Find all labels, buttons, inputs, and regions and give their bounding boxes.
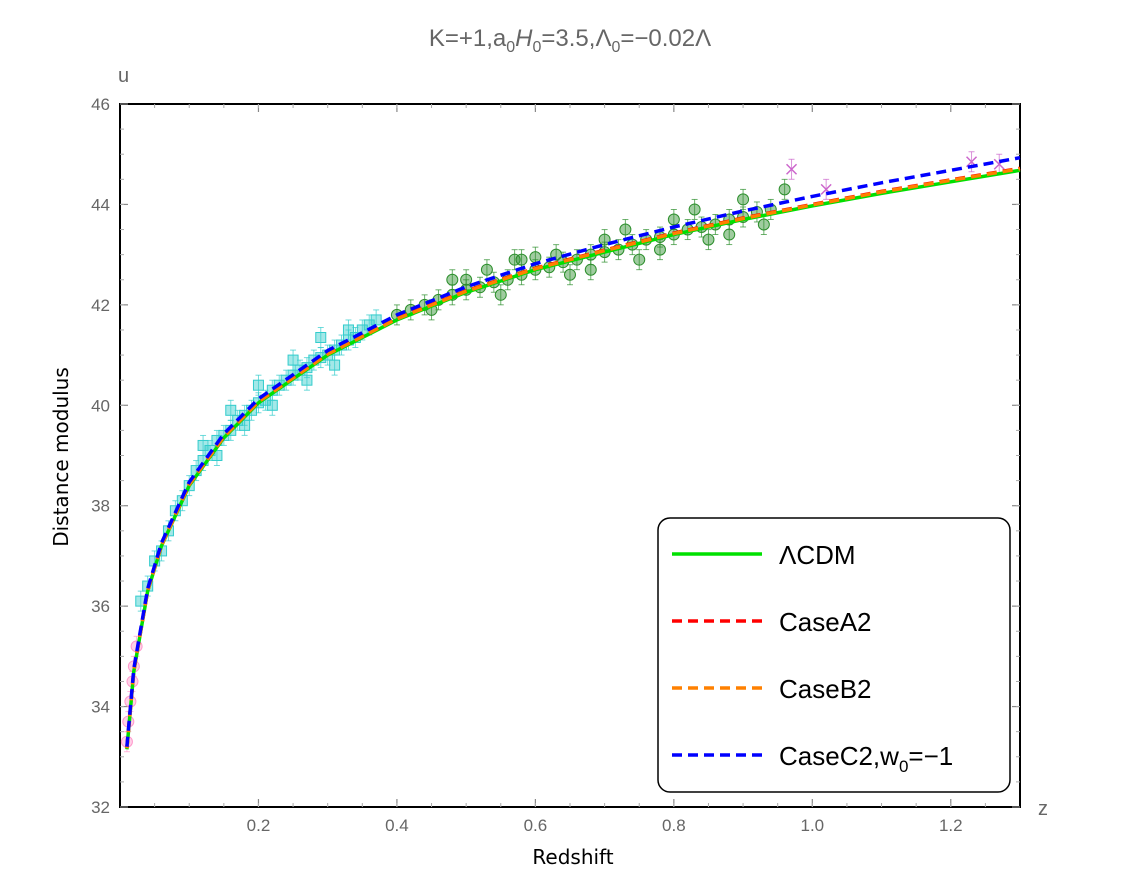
observation-set-sdss <box>135 309 382 612</box>
x-tick-label: 0.8 <box>662 816 686 835</box>
legend-label: CaseC2,w0=−1 <box>779 741 953 776</box>
legend-box <box>657 517 1011 793</box>
y-tick-label: 36 <box>91 597 110 616</box>
data-point <box>239 419 251 431</box>
data-point <box>225 404 237 416</box>
data-point <box>460 273 473 286</box>
data-point <box>786 163 798 175</box>
observation-set-snls <box>390 178 791 326</box>
x-tick-label: 0.6 <box>524 816 548 835</box>
legend-label: CaseB2 <box>779 674 872 704</box>
data-point <box>688 203 701 216</box>
x-tick-label: 0.2 <box>247 816 271 835</box>
data-point <box>508 253 521 266</box>
x-tick-label: 0.4 <box>385 816 409 835</box>
data-point <box>598 233 611 246</box>
model-curves <box>125 155 1021 750</box>
axis-ticks: 0.2 0.4 0.6 0.8 1.0 1.2 32 34 36 38 40 42 44 46 <box>91 95 1020 835</box>
x-tick-label: 1.0 <box>800 816 824 835</box>
data-point <box>737 193 750 206</box>
data-point <box>757 218 770 231</box>
x-axis-letter: z <box>1038 798 1048 820</box>
legend: ΛCDM CaseA2 CaseB2 CaseC2,w0=−1 <box>657 517 1011 793</box>
y-tick-label: 44 <box>91 195 110 214</box>
data-point <box>329 359 341 371</box>
data-point <box>370 314 382 326</box>
data-point <box>287 354 299 366</box>
y-tick-label: 42 <box>91 296 110 315</box>
y-tick-label: 46 <box>91 95 110 114</box>
data-point <box>480 263 493 276</box>
y-axis-label: Distance modulus <box>49 367 73 547</box>
data-point <box>266 399 278 411</box>
chart-title: K=+1,a0H0=3.5,Λ0=−0.02Λ <box>429 25 711 56</box>
data-point <box>301 374 313 386</box>
y-tick-label: 34 <box>91 698 110 717</box>
data-point <box>515 253 528 266</box>
data-point <box>564 268 576 281</box>
data-point <box>702 233 715 246</box>
data-point <box>584 263 597 276</box>
legend-label-sub: 0 <box>899 757 908 776</box>
data-point <box>633 253 646 266</box>
x-axis-label: Redshift <box>532 845 613 869</box>
data-point <box>619 223 632 236</box>
data-point <box>315 331 327 343</box>
data-point <box>252 379 264 391</box>
y-tick-label: 38 <box>91 497 110 516</box>
y-tick-label: 32 <box>91 798 110 817</box>
legend-label: ΛCDM <box>779 540 856 570</box>
data-point <box>723 228 736 241</box>
legend-label: CaseA2 <box>779 607 872 637</box>
legend-label-main: CaseC2,w <box>779 741 899 771</box>
data-point <box>446 273 459 286</box>
data-point <box>197 439 209 451</box>
data-point <box>654 243 666 256</box>
legend-label-tail: =−1 <box>908 741 953 771</box>
data-point <box>778 183 791 196</box>
data-point <box>494 288 507 301</box>
series-line-casec2-w <box>125 155 1021 747</box>
y-axis-letter: u <box>118 65 129 87</box>
x-tick-label: 1.2 <box>939 816 963 835</box>
y-tick-label: 40 <box>91 396 110 415</box>
data-point <box>667 213 680 226</box>
data-point <box>342 324 354 336</box>
